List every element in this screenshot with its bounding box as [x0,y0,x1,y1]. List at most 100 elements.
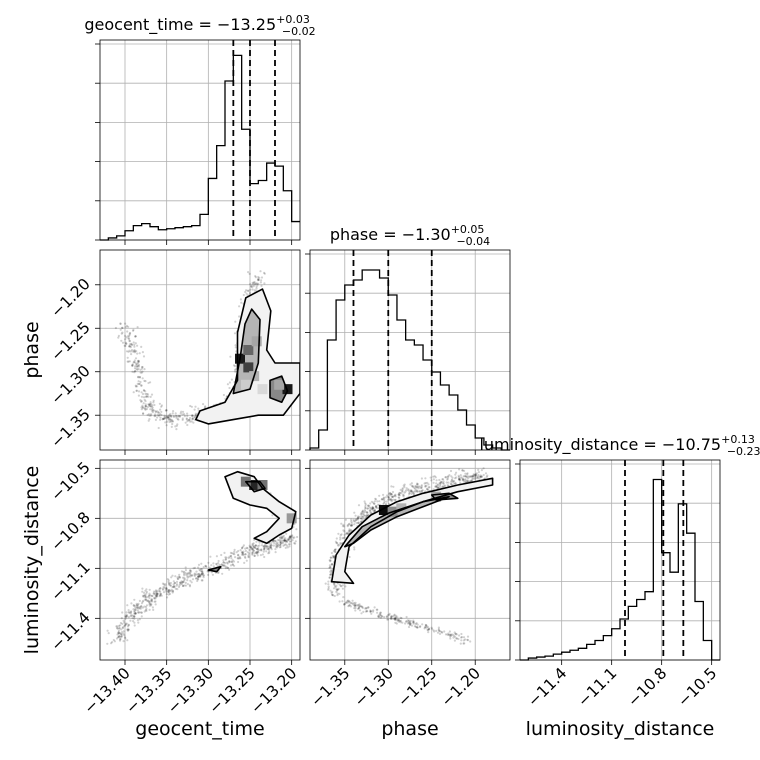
scatter-point [174,587,177,590]
scatter-point [353,604,356,608]
scatter-point [138,382,141,386]
scatter-point [469,475,472,478]
scatter-point [409,623,412,626]
scatter-point [373,606,376,609]
scatter-point [415,626,418,629]
scatter-point [335,541,338,545]
scatter-point [259,281,262,284]
scatter-point [237,549,240,553]
scatter-point [250,548,253,551]
scatter-point [143,598,147,601]
scatter-point [345,601,348,604]
scatter-point [343,603,346,606]
scatter-point [261,553,264,556]
scatter-point [348,529,351,533]
scatter-point [242,553,245,556]
scatter-point [239,298,242,301]
scatter-point [389,617,392,620]
scatter-point [332,555,335,558]
scatter-point [363,514,366,517]
scatter-point [201,570,204,573]
scatter-point [419,625,422,628]
scatter-point [447,475,450,478]
scatter-point [124,617,127,621]
scatter-point [346,532,349,535]
scatter-point [230,560,233,563]
scatter-point [235,551,238,554]
scatter-point [145,590,148,594]
scatter-point [459,642,462,645]
scatter-point [453,631,456,634]
scatter-point [248,545,251,549]
scatter-point [256,548,259,551]
scatter-point [458,477,461,480]
scatter-point [342,596,345,599]
scatter-point [364,507,367,510]
scatter-point [121,331,124,334]
scatter-point [193,574,196,578]
scatter-point [341,584,345,587]
scatter-point [284,537,287,540]
scatter-point [425,624,428,627]
scatter-point [161,587,164,590]
scatter-point [132,350,135,353]
scatter-point [226,566,229,570]
scatter-point [162,417,166,420]
scatter-point [350,528,353,532]
ytick-label: −11.1 [48,558,94,604]
scatter-point [171,591,174,594]
scatter-point [412,485,415,488]
scatter-point [119,638,122,641]
scatter-point [228,568,231,571]
scatter-point [333,585,336,588]
scatter-point [178,576,181,579]
scatter-point [132,604,135,607]
scatter-point [141,392,145,396]
title-value: −1.30 [402,225,451,244]
scatter-point [186,423,189,427]
scatter-point [122,632,125,635]
scatter-point [244,547,247,550]
scatter-point [420,485,423,488]
scatter-point [424,481,427,485]
scatter-point [328,559,331,562]
scatter-point [181,417,184,420]
x-axis-label-luminosity_distance: luminosity_distance [526,718,715,740]
scatter-point [263,545,266,548]
scatter-point [129,331,132,335]
xtick-label: −1.20 [438,664,484,710]
scatter-point [145,392,148,396]
scatter-point [220,563,223,567]
scatter-point [131,364,134,367]
scatter-point [252,549,255,553]
scatter-point [144,594,147,597]
scatter-point [161,582,165,585]
scatter-point [477,471,480,474]
scatter-point [225,565,228,568]
scatter-point [188,571,191,574]
scatter-point [442,480,445,483]
scatter-point [167,417,170,420]
contour-line-2 [430,492,459,501]
scatter-point [427,627,430,630]
scatter-point [149,402,152,406]
scatter-point [143,398,146,401]
scatter-point [244,556,247,560]
scatter-point [195,573,198,576]
scatter-point [260,548,263,551]
scatter-point [336,594,339,597]
scatter-point [398,619,401,622]
scatter-point [388,498,391,501]
scatter-point [215,562,218,566]
scatter-point [231,559,234,562]
scatter-point [157,411,160,414]
scatter-point [143,610,146,613]
scatter-point [435,484,438,488]
scatter-point [288,540,292,543]
scatter-point [328,576,331,580]
scatter-point [267,547,270,551]
ytick-label: −1.20 [48,275,94,321]
scatter-point [439,483,442,486]
scatter-point [420,477,423,480]
scatter-point [211,573,214,576]
